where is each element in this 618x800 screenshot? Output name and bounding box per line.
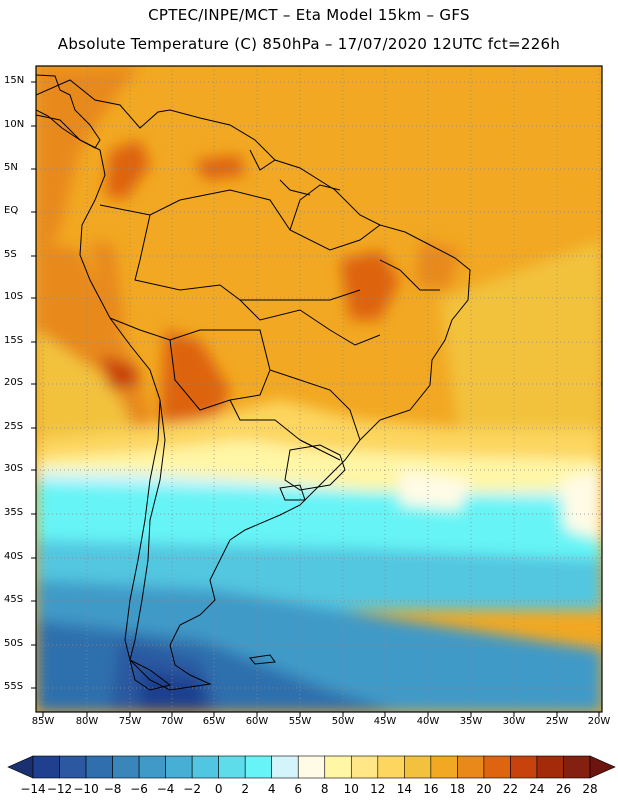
temperature-field (36, 66, 602, 712)
lon-label: 35W (459, 716, 483, 727)
colorbar-tick-label: −8 (103, 782, 122, 796)
colorbar-swatch (430, 755, 458, 779)
colorbar-tick-label: −2 (183, 782, 201, 796)
colorbar-tick-label: 4 (267, 782, 276, 796)
lat-label: 10S (4, 291, 24, 302)
colorbar-under-arrow (7, 755, 34, 779)
colorbar-tick-label: 16 (423, 782, 439, 796)
colorbar-swatch (59, 755, 87, 779)
map-frame (35, 65, 603, 713)
lon-label: 25W (545, 716, 569, 727)
colorbar-swatch (563, 755, 591, 779)
colorbar-swatch (138, 755, 166, 779)
colorbar-tick-label: 20 (476, 782, 492, 796)
lat-label: 45S (4, 594, 24, 605)
colorbar-swatch (112, 755, 140, 779)
lat-label: 20S (4, 377, 24, 388)
colorbar (7, 755, 616, 779)
colorbar-over-arrow (589, 755, 616, 779)
colorbar-swatch (324, 755, 352, 779)
colorbar-tick-label: 12 (370, 782, 386, 796)
lon-label: 60W (245, 716, 269, 727)
colorbar-tick-label: −12 (46, 782, 73, 796)
lat-label: 50S (4, 638, 24, 649)
colorbar-swatch (85, 755, 113, 779)
colorbar-swatch (165, 755, 193, 779)
colorbar-swatch (191, 755, 219, 779)
colorbar-tick-label: 0 (214, 782, 223, 796)
colorbar-swatch (404, 755, 432, 779)
lon-label: 85W (31, 716, 55, 727)
colorbar-swatch (244, 755, 273, 779)
colorbar-tick-label: −4 (156, 782, 175, 796)
colorbar-swatch (457, 755, 485, 779)
colorbar-swatch (297, 755, 326, 779)
lon-label: 30W (502, 716, 526, 727)
lat-label: 15N (4, 75, 25, 86)
colorbar-swatch (350, 755, 379, 779)
lon-label: 80W (75, 716, 99, 727)
coastlines (36, 74, 471, 691)
colorbar-tick-label: −10 (73, 782, 99, 796)
colorbar-tick-label: 2 (241, 782, 249, 796)
colorbar-tick-label: 28 (582, 782, 598, 796)
colorbar-tick-label: 8 (320, 782, 329, 796)
colorbar-swatch (483, 755, 511, 779)
colorbar-tick-label: 22 (502, 782, 519, 796)
lon-label: 55W (288, 716, 312, 727)
lon-label: 50W (331, 716, 355, 727)
colorbar-tick-label: 24 (529, 782, 545, 796)
lon-label: 20W (587, 716, 611, 727)
colorbar-tick-label: 18 (449, 782, 466, 796)
lat-label: 5N (4, 162, 18, 173)
map-subtitle: Absolute Temperature (C) 850hPa – 17/07/… (57, 35, 561, 53)
map-title: CPTEC/INPE/MCT – Eta Model 15km – GFS (148, 6, 470, 24)
lon-label: 70W (160, 716, 184, 727)
lat-label: 15S (4, 335, 24, 346)
lat-label: 40S (4, 551, 24, 562)
colorbar-tick-label: 6 (294, 782, 303, 796)
colorbar-tick-label: 10 (343, 782, 359, 796)
axis-ticks (31, 81, 600, 717)
lat-label: 55S (4, 681, 24, 692)
lat-label: 35S (4, 507, 24, 518)
lon-label: 45W (373, 716, 397, 727)
colorbar-tick-label: 14 (396, 782, 412, 796)
colorbar-tick-label: −6 (130, 782, 148, 796)
colorbar-swatch (32, 755, 60, 779)
colorbar-tick-label: −14 (20, 782, 46, 796)
lon-label: 75W (118, 716, 142, 727)
colorbar-tick-label: 26 (555, 782, 572, 796)
lat-label: 10N (4, 119, 25, 130)
colorbar-swatch (218, 755, 246, 779)
colorbar-swatch (271, 755, 299, 779)
colorbar-swatch (377, 755, 405, 779)
lat-label: 25S (4, 421, 24, 432)
colorbar-swatch (536, 755, 564, 779)
lat-label: 5S (4, 249, 17, 260)
colorbar-swatch (510, 755, 538, 779)
lon-label: 40W (416, 716, 440, 727)
lat-label: EQ (4, 205, 19, 216)
lon-label: 65W (202, 716, 226, 727)
lat-label: 30S (4, 463, 24, 474)
